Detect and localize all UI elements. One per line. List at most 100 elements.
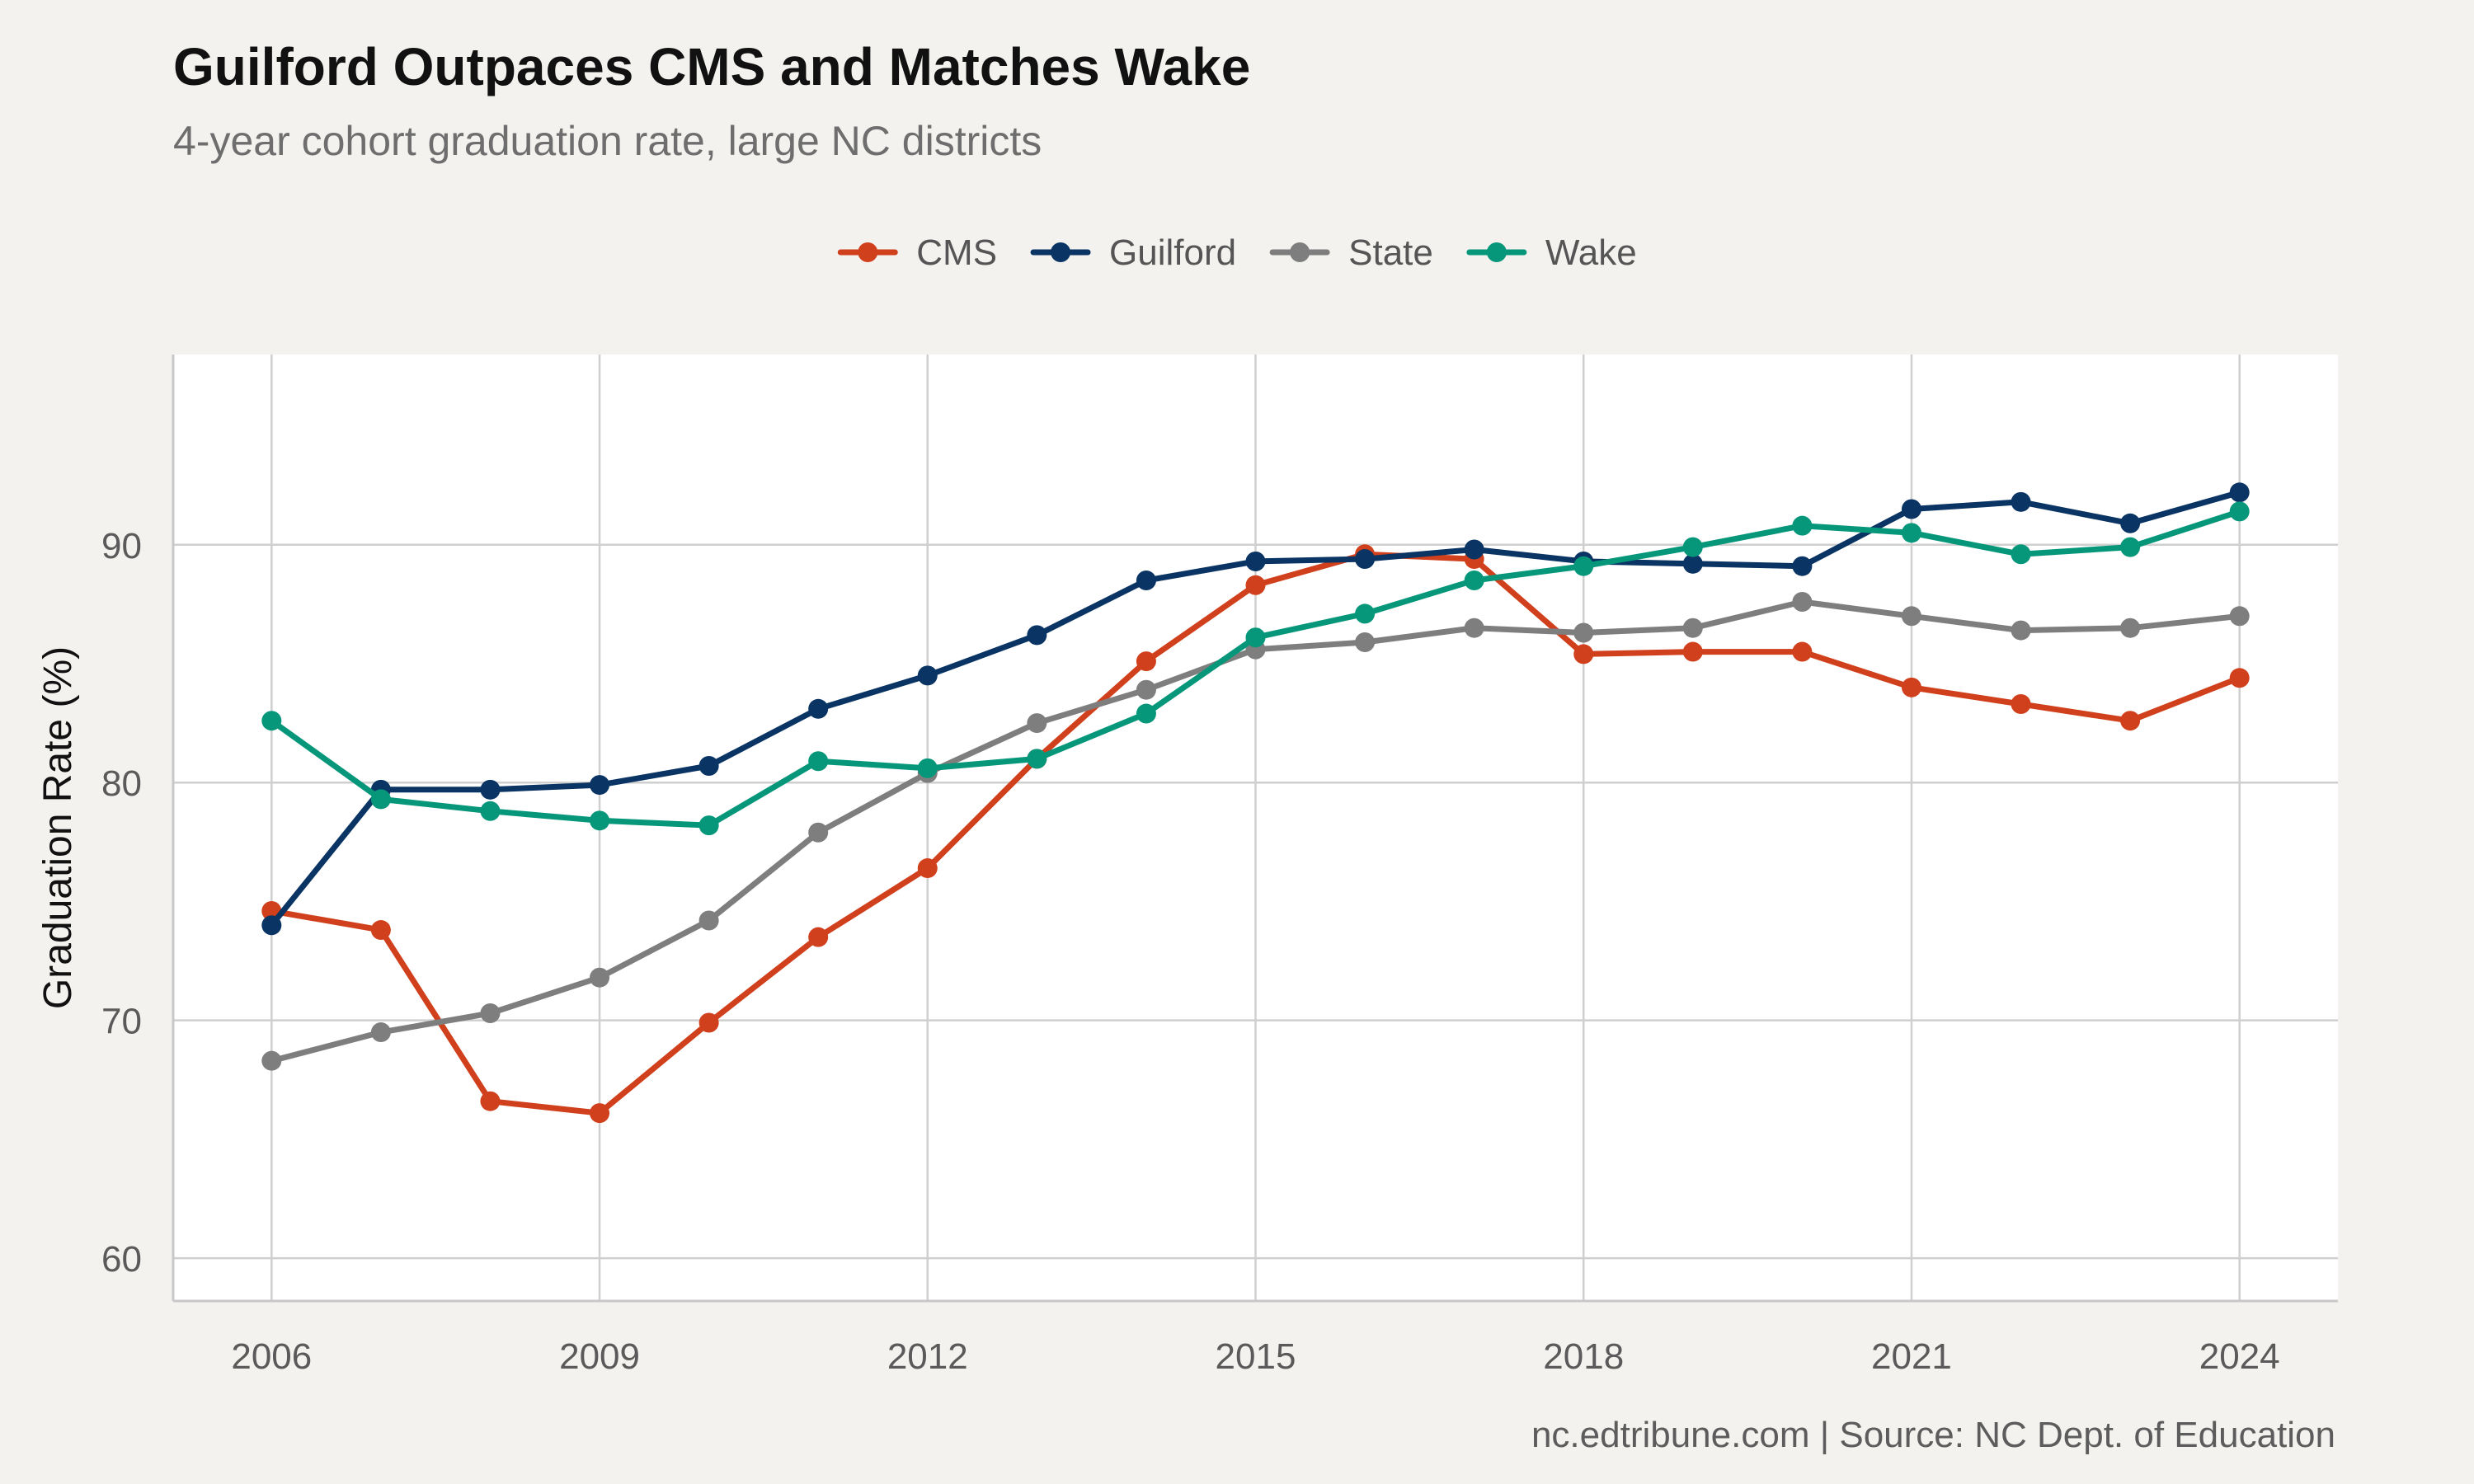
legend-label: State	[1348, 232, 1433, 273]
data-point	[1901, 499, 1921, 519]
data-point	[1355, 603, 1376, 624]
data-point	[2120, 513, 2141, 533]
data-point	[1464, 618, 1484, 638]
data-point	[2120, 537, 2141, 557]
data-point	[590, 967, 610, 988]
legend-key-wake	[1466, 242, 1527, 262]
data-point	[1901, 523, 1921, 543]
y-tick-label: 80	[101, 763, 142, 804]
legend-label: CMS	[916, 232, 997, 273]
data-point	[1682, 553, 1703, 574]
legend-label: Wake	[1545, 232, 1637, 273]
data-point	[370, 789, 391, 810]
legend-label: Guilford	[1109, 232, 1236, 273]
data-point	[1792, 641, 1813, 662]
data-point	[590, 775, 610, 796]
data-point	[2229, 501, 2250, 522]
data-point	[2229, 482, 2250, 503]
data-point	[1027, 713, 1047, 734]
legend-key-state	[1269, 242, 1330, 262]
x-tick-label: 2006	[231, 1336, 312, 1377]
data-point	[480, 1091, 501, 1111]
data-point	[1792, 556, 1813, 576]
data-point	[1573, 644, 1594, 665]
x-tick-label: 2021	[1871, 1336, 1952, 1377]
data-point	[2120, 711, 2141, 731]
data-point	[480, 1003, 501, 1023]
data-point	[1136, 651, 1156, 672]
data-point	[1245, 627, 1266, 648]
legend: CMS Guilford State Wake	[837, 232, 1637, 273]
series-state	[261, 591, 2250, 1071]
legend-key-point	[858, 242, 878, 262]
x-tick-label: 2024	[2199, 1336, 2280, 1377]
data-point	[1245, 575, 1266, 595]
data-point	[2011, 544, 2031, 565]
data-point	[1464, 571, 1484, 591]
data-point	[698, 910, 719, 931]
data-point	[1027, 625, 1047, 646]
y-tick-labels: 60 70 80 90	[101, 526, 142, 1280]
data-point	[1682, 537, 1703, 557]
data-point	[2120, 618, 2141, 638]
legend-key-point	[1486, 242, 1507, 262]
chart-caption: nc.edtribune.com | Source: NC Dept. of E…	[1531, 1415, 2335, 1455]
data-point	[261, 915, 282, 936]
data-point	[1682, 641, 1703, 662]
data-point	[808, 927, 829, 947]
data-point	[1355, 632, 1376, 653]
data-point	[2229, 668, 2250, 688]
legend-key-point	[1051, 242, 1071, 262]
y-tick-label: 70	[101, 1002, 142, 1042]
data-point	[480, 779, 501, 800]
data-point	[590, 1103, 610, 1124]
data-point	[2229, 606, 2250, 627]
data-point	[698, 815, 719, 836]
legend-key-point	[1290, 242, 1310, 262]
x-tick-labels: 2006 2009 2012 2015 2018 2021 2024	[231, 1336, 2279, 1377]
data-point	[2011, 620, 2031, 641]
legend-key-cms	[837, 242, 898, 262]
data-point	[698, 756, 719, 777]
x-tick-label: 2018	[1543, 1336, 1624, 1377]
data-point	[917, 665, 938, 686]
data-point	[1901, 677, 1921, 697]
data-point	[1792, 515, 1813, 536]
data-point	[1792, 591, 1813, 612]
data-point	[1136, 703, 1156, 724]
axes	[172, 355, 2338, 1303]
data-point	[808, 698, 829, 719]
data-point	[1682, 618, 1703, 638]
y-tick-label: 60	[101, 1239, 142, 1280]
data-point	[1464, 539, 1484, 560]
data-point	[1573, 622, 1594, 643]
data-point	[1573, 556, 1594, 576]
data-point	[1355, 549, 1376, 570]
data-point	[1136, 571, 1156, 591]
data-point	[590, 810, 610, 831]
legend-key-guilford	[1030, 242, 1091, 262]
x-tick-label: 2012	[887, 1336, 968, 1377]
chart-subtitle: 4-year cohort graduation rate, large NC …	[173, 118, 1042, 164]
data-point	[1245, 551, 1266, 571]
data-point	[1901, 606, 1921, 627]
series-wake	[261, 501, 2250, 836]
y-axis-label: Graduation Rate (%)	[36, 646, 80, 1009]
data-point	[917, 858, 938, 879]
data-point	[698, 1012, 719, 1033]
x-tick-label: 2015	[1216, 1336, 1296, 1377]
data-point	[2011, 491, 2031, 512]
data-point	[1136, 679, 1156, 700]
data-point	[370, 920, 391, 941]
data-point	[917, 758, 938, 778]
data-point	[261, 1050, 282, 1071]
data-point	[808, 751, 829, 772]
data-point	[370, 1022, 391, 1043]
series	[261, 482, 2250, 1124]
data-point	[261, 711, 282, 731]
data-point	[808, 822, 829, 843]
y-tick-label: 90	[101, 526, 142, 566]
data-point	[2011, 694, 2031, 715]
data-point	[480, 801, 501, 821]
